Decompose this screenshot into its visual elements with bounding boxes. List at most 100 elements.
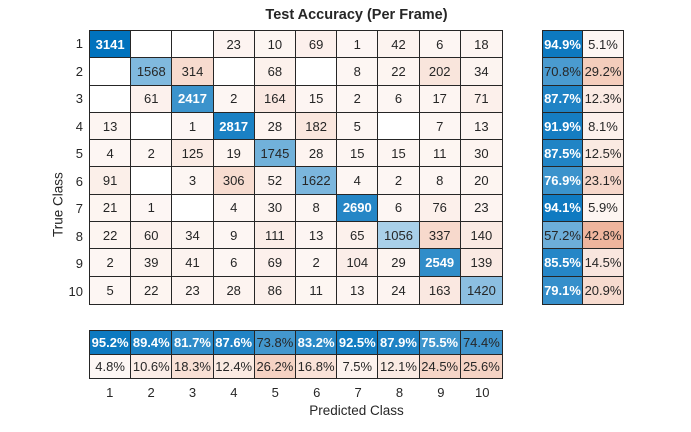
y-tick-label: 3 <box>75 91 83 107</box>
row-summary-correct-cell: 94.1% <box>543 194 583 223</box>
matrix-cell: 1056 <box>378 222 420 250</box>
matrix-cell: 3 <box>172 167 214 195</box>
col-summary-correct-cell: 87.9% <box>378 331 420 355</box>
matrix-cell: 21 <box>90 194 132 223</box>
x-axis-label: Predicted Class <box>309 403 404 418</box>
matrix-cell <box>131 31 173 59</box>
row-summary-incorrect-cell: 20.9% <box>583 276 623 304</box>
matrix-cell: 8 <box>419 167 461 195</box>
matrix-cell <box>131 112 173 141</box>
matrix-cell: 314 <box>172 58 214 86</box>
matrix-cell: 5 <box>337 112 379 141</box>
matrix-cell <box>378 112 420 141</box>
row-summary-incorrect-cell: 5.9% <box>583 194 623 223</box>
col-summary-incorrect-cell: 18.3% <box>172 354 214 378</box>
matrix-cell: 71 <box>460 85 502 113</box>
row-summary-correct-cell: 87.5% <box>543 140 583 168</box>
matrix-cell: 1 <box>172 112 214 141</box>
y-tick-label: 1 <box>75 36 83 52</box>
x-tick-label: 5 <box>271 384 279 400</box>
matrix-cell: 23 <box>460 194 502 223</box>
matrix-cell <box>172 194 214 223</box>
matrix-cell: 17 <box>419 85 461 113</box>
x-tick-label: 2 <box>147 384 155 400</box>
matrix-cell: 22 <box>378 58 420 86</box>
col-summary-correct-cell: 74.4% <box>460 331 502 355</box>
matrix-cell: 20 <box>460 167 502 195</box>
matrix-cell: 34 <box>460 58 502 86</box>
row-summary-incorrect-cell: 23.1% <box>583 167 623 195</box>
matrix-cell: 69 <box>296 31 338 59</box>
matrix-cell: 4 <box>90 140 132 168</box>
matrix-cell: 2817 <box>213 112 255 141</box>
matrix-cell: 39 <box>131 249 173 277</box>
col-summary-incorrect-cell: 10.6% <box>131 354 173 378</box>
y-tick-label: 6 <box>75 173 83 189</box>
col-summary-correct-cell: 95.2% <box>90 331 132 355</box>
y-tick-label: 7 <box>75 201 83 217</box>
x-tick-label: 10 <box>475 384 490 400</box>
col-summary-incorrect-cell: 24.5% <box>419 354 461 378</box>
matrix-cell: 2 <box>90 249 132 277</box>
y-tick-label: 2 <box>75 63 83 79</box>
matrix-cell: 91 <box>90 167 132 195</box>
matrix-cell: 23 <box>213 31 255 59</box>
matrix-cell <box>90 58 132 86</box>
matrix-cell: 306 <box>213 167 255 195</box>
y-tick-label: 8 <box>75 228 83 244</box>
row-summary-incorrect-cell: 14.5% <box>583 249 623 277</box>
row-summary-incorrect-cell: 8.1% <box>583 112 623 141</box>
matrix-cell: 2 <box>213 85 255 113</box>
matrix-cell: 139 <box>460 249 502 277</box>
matrix-cell: 65 <box>337 222 379 250</box>
matrix-cell: 1745 <box>254 140 296 168</box>
matrix-cell: 41 <box>172 249 214 277</box>
row-summary-incorrect-cell: 42.8% <box>583 222 623 250</box>
matrix-cell: 60 <box>131 222 173 250</box>
matrix-cell: 68 <box>254 58 296 86</box>
matrix-cell: 28 <box>254 112 296 141</box>
row-summary: 94.9% 5.1% 70.8% 29.2% 87.7% 12.3% 91.9% 8.1% 87… <box>542 30 624 305</box>
matrix-cell: 6 <box>213 249 255 277</box>
row-summary-incorrect-cell: 12.5% <box>583 140 623 168</box>
matrix-cell: 13 <box>337 276 379 304</box>
matrix-cell: 30 <box>460 140 502 168</box>
matrix-cell: 2 <box>378 167 420 195</box>
matrix-cell: 29 <box>378 249 420 277</box>
matrix-cell <box>172 31 214 59</box>
col-summary-correct-cell: 83.2% <box>296 331 338 355</box>
col-summary-correct-cell: 87.6% <box>213 331 255 355</box>
x-tick-label: 6 <box>313 384 321 400</box>
x-tick-label: 1 <box>106 384 114 400</box>
y-tick-label: 9 <box>75 256 83 272</box>
matrix-cell: 5 <box>90 276 132 304</box>
matrix-cell: 7 <box>419 112 461 141</box>
chart-title: Test Accuracy (Per Frame) <box>265 7 448 23</box>
y-axis-label: True Class <box>50 172 66 237</box>
matrix-cell: 6 <box>378 85 420 113</box>
x-tick-label: 9 <box>437 384 445 400</box>
matrix-cell: 11 <box>419 140 461 168</box>
matrix-cell: 4 <box>213 194 255 223</box>
matrix-cell: 8 <box>337 58 379 86</box>
col-summary-incorrect-cell: 12.1% <box>378 354 420 378</box>
matrix-cell: 30 <box>254 194 296 223</box>
matrix-cell: 86 <box>254 276 296 304</box>
matrix-cell: 52 <box>254 167 296 195</box>
matrix-cell: 6 <box>378 194 420 223</box>
matrix-cell: 24 <box>378 276 420 304</box>
x-tick-label: 4 <box>230 384 238 400</box>
matrix-cell: 2 <box>296 249 338 277</box>
matrix-cell: 2690 <box>337 194 379 223</box>
row-summary-correct-cell: 87.7% <box>543 85 583 113</box>
matrix-cell: 9 <box>213 222 255 250</box>
col-summary-correct-cell: 89.4% <box>131 331 173 355</box>
y-tick-label: 4 <box>75 118 83 134</box>
matrix-cell: 22 <box>90 222 132 250</box>
matrix-cell: 18 <box>460 31 502 59</box>
matrix-cell: 28 <box>296 140 338 168</box>
matrix-cell: 23 <box>172 276 214 304</box>
matrix-cell: 28 <box>213 276 255 304</box>
col-summary-correct-cell: 73.8% <box>254 331 296 355</box>
